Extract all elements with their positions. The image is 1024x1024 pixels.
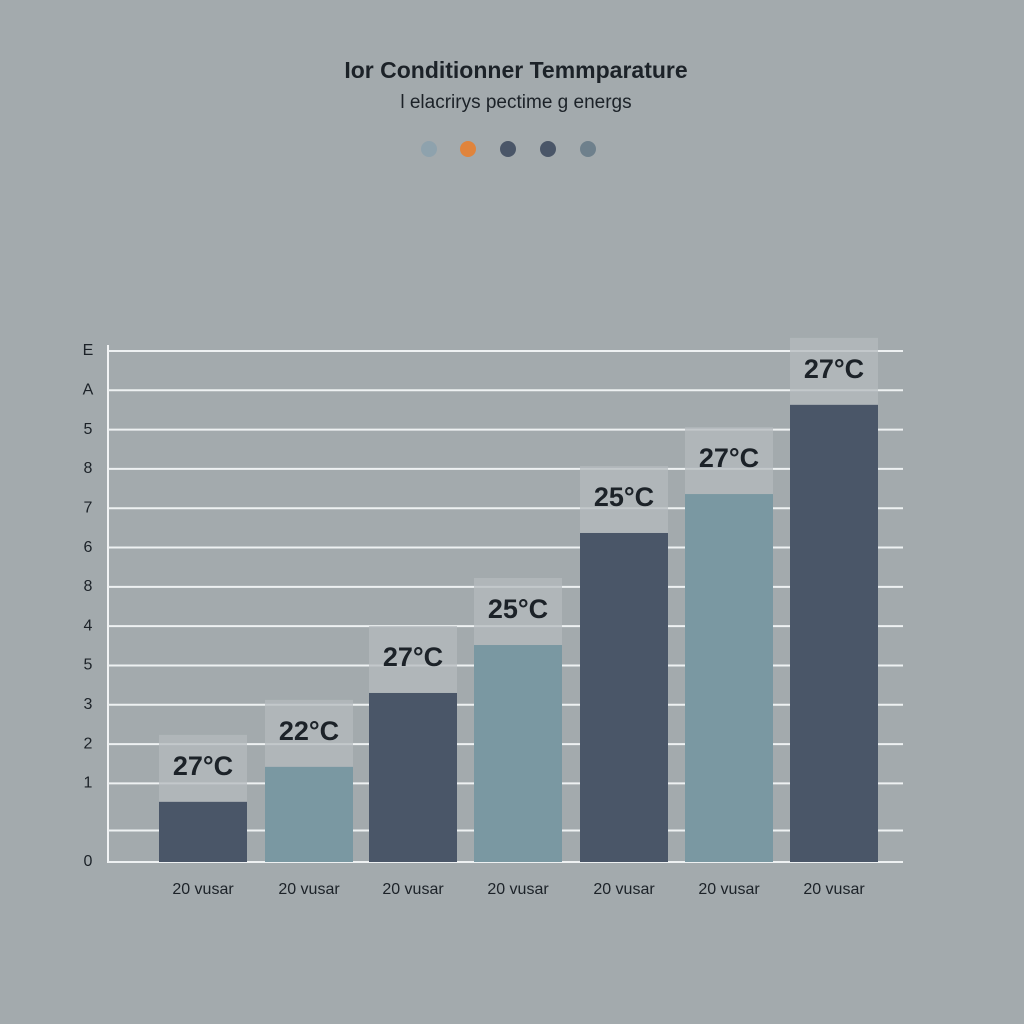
value-label-box [685,427,773,495]
decor-dots [421,141,596,157]
value-label: 22°C [279,716,339,746]
x-tick-label: 20 vusar [382,881,444,898]
dot [500,141,516,157]
y-tick-label: 8 [84,460,93,477]
bar [790,404,878,862]
value-label-box [265,699,353,767]
x-tick-label: 20 vusar [172,881,234,898]
value-label: 27°C [804,354,864,384]
y-tick-label: 7 [84,499,93,516]
y-tick-label: 8 [84,578,93,595]
y-tick-label: 3 [84,696,93,713]
value-label: 27°C [173,751,233,781]
y-tick-label: 5 [84,657,93,674]
x-tick-label: 20 vusar [487,881,549,898]
x-tick-label: 20 vusar [698,881,760,898]
x-tick-label: 20 vusar [593,881,655,898]
chart-title: Ior Conditionner Temmparature [344,57,687,83]
value-label-box [159,734,247,802]
value-label: 25°C [594,482,654,512]
y-tick-label: 5 [84,421,93,438]
y-tick-label: 2 [84,735,93,752]
dot [580,141,596,157]
value-label: 27°C [383,642,443,672]
y-tick-label: 6 [84,539,93,556]
bar [580,532,668,862]
dot [421,141,437,157]
y-tick-label: 4 [84,617,93,634]
bar [159,801,247,862]
bar [685,494,773,862]
value-label-box [474,578,562,646]
value-label-box [580,465,668,533]
x-tick-label: 20 vusar [278,881,340,898]
x-tick-label: 20 vusar [803,881,865,898]
value-label-box [369,625,457,693]
y-tick-label: A [83,382,94,399]
bar [265,766,353,862]
dot [460,141,476,157]
chart-subtitle: l elacrirys pectime g energs [400,92,631,113]
y-tick-label: 1 [84,775,93,792]
dot [540,141,556,157]
bar [369,692,457,862]
value-label: 27°C [699,443,759,473]
y-tick-label: E [83,342,94,359]
value-label-box [790,337,878,405]
y-tick-label: 0 [84,853,93,870]
value-label: 25°C [488,594,548,624]
bar [474,645,562,862]
